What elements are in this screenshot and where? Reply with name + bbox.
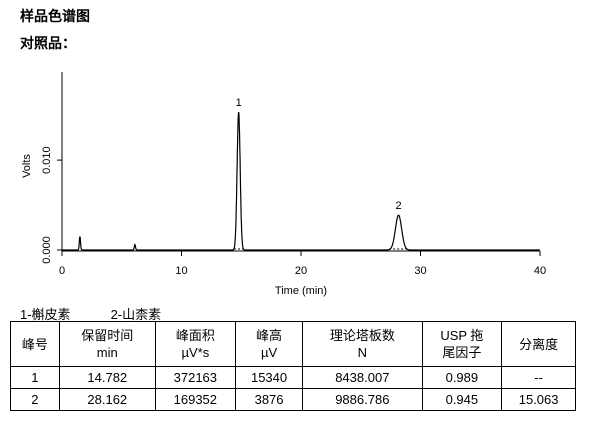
header-cell: 峰号: [10, 321, 60, 367]
x-tick-label: 40: [534, 265, 546, 277]
trace: [62, 111, 540, 251]
cell: 0.945: [421, 388, 503, 411]
header-cell: USP 拖尾因子: [421, 321, 503, 367]
cell: 3876: [234, 388, 304, 411]
cell: 0.989: [421, 366, 503, 389]
cell: 169352: [154, 388, 236, 411]
header-line: min: [96, 345, 118, 360]
header-line: USP 拖: [440, 328, 484, 343]
legend-entry: 1-槲皮素: [20, 307, 71, 322]
x-tick-label: 0: [59, 265, 65, 277]
y-tick-label: 0.010: [41, 146, 53, 174]
cell: 15340: [234, 366, 304, 389]
header-line: 尾因子: [442, 345, 482, 360]
header-cell: 保留时间 min: [58, 321, 156, 367]
x-tick-label: 30: [414, 265, 426, 277]
cell: 15.063: [501, 388, 576, 411]
header-cell: 峰高 µV: [234, 321, 304, 367]
legend: 1-槲皮素 2-山柰素: [20, 304, 201, 323]
cell: 372163: [154, 366, 236, 389]
header-line: µV*s: [181, 345, 210, 360]
peak-label: 2: [395, 200, 401, 212]
x-tick-label: 20: [295, 265, 307, 277]
title: 样品色谱图: [20, 8, 90, 24]
header-line: 峰号: [21, 336, 48, 352]
cell: 2: [10, 388, 60, 411]
results-table: 峰号 保留时间 min 峰面积 µV*s 峰高 µV 理论塔板数 N USP 拖尾因子 分离度 1 14…: [10, 321, 576, 411]
legend-entry: 2-山柰素: [110, 307, 162, 322]
header-line: 分离度: [519, 336, 559, 352]
cell: 9886.786: [302, 388, 423, 411]
row: 1 14.782 372163 15340 8438.007 0.989 --: [10, 366, 576, 389]
x-tick-label: 10: [175, 265, 187, 277]
cell: 8438.007: [302, 366, 423, 389]
header-cell: 峰面积 µV*s: [154, 321, 236, 367]
header-line: 峰高: [256, 328, 283, 343]
cell: 1: [10, 366, 60, 389]
x-axis-label: Time (min): [275, 285, 327, 297]
y-tick-label: 0.000: [41, 236, 53, 264]
header-line: 理论塔板数: [329, 328, 395, 343]
peak-label: 1: [236, 97, 242, 109]
subtitle: 对照品：: [20, 35, 76, 51]
header-line: 保留时间: [81, 328, 134, 343]
header-line: 峰面积: [175, 328, 215, 343]
header-cell: 理论塔板数 N: [302, 321, 423, 367]
cell: --: [501, 366, 576, 389]
header-cell: 分离度: [501, 321, 576, 367]
row: 2 28.162 169352 3876 9886.786 0.945 15.063: [10, 388, 576, 411]
cell: 14.782: [58, 366, 156, 389]
chromatogram: 0 10 20 30 40 0.000 0.010 Time (min) Volts 1 2: [21, 72, 546, 297]
header-line: N: [357, 345, 368, 360]
cell: 28.162: [58, 388, 156, 411]
header-line: µV: [260, 345, 278, 360]
y-axis-label: Volts: [21, 154, 33, 178]
